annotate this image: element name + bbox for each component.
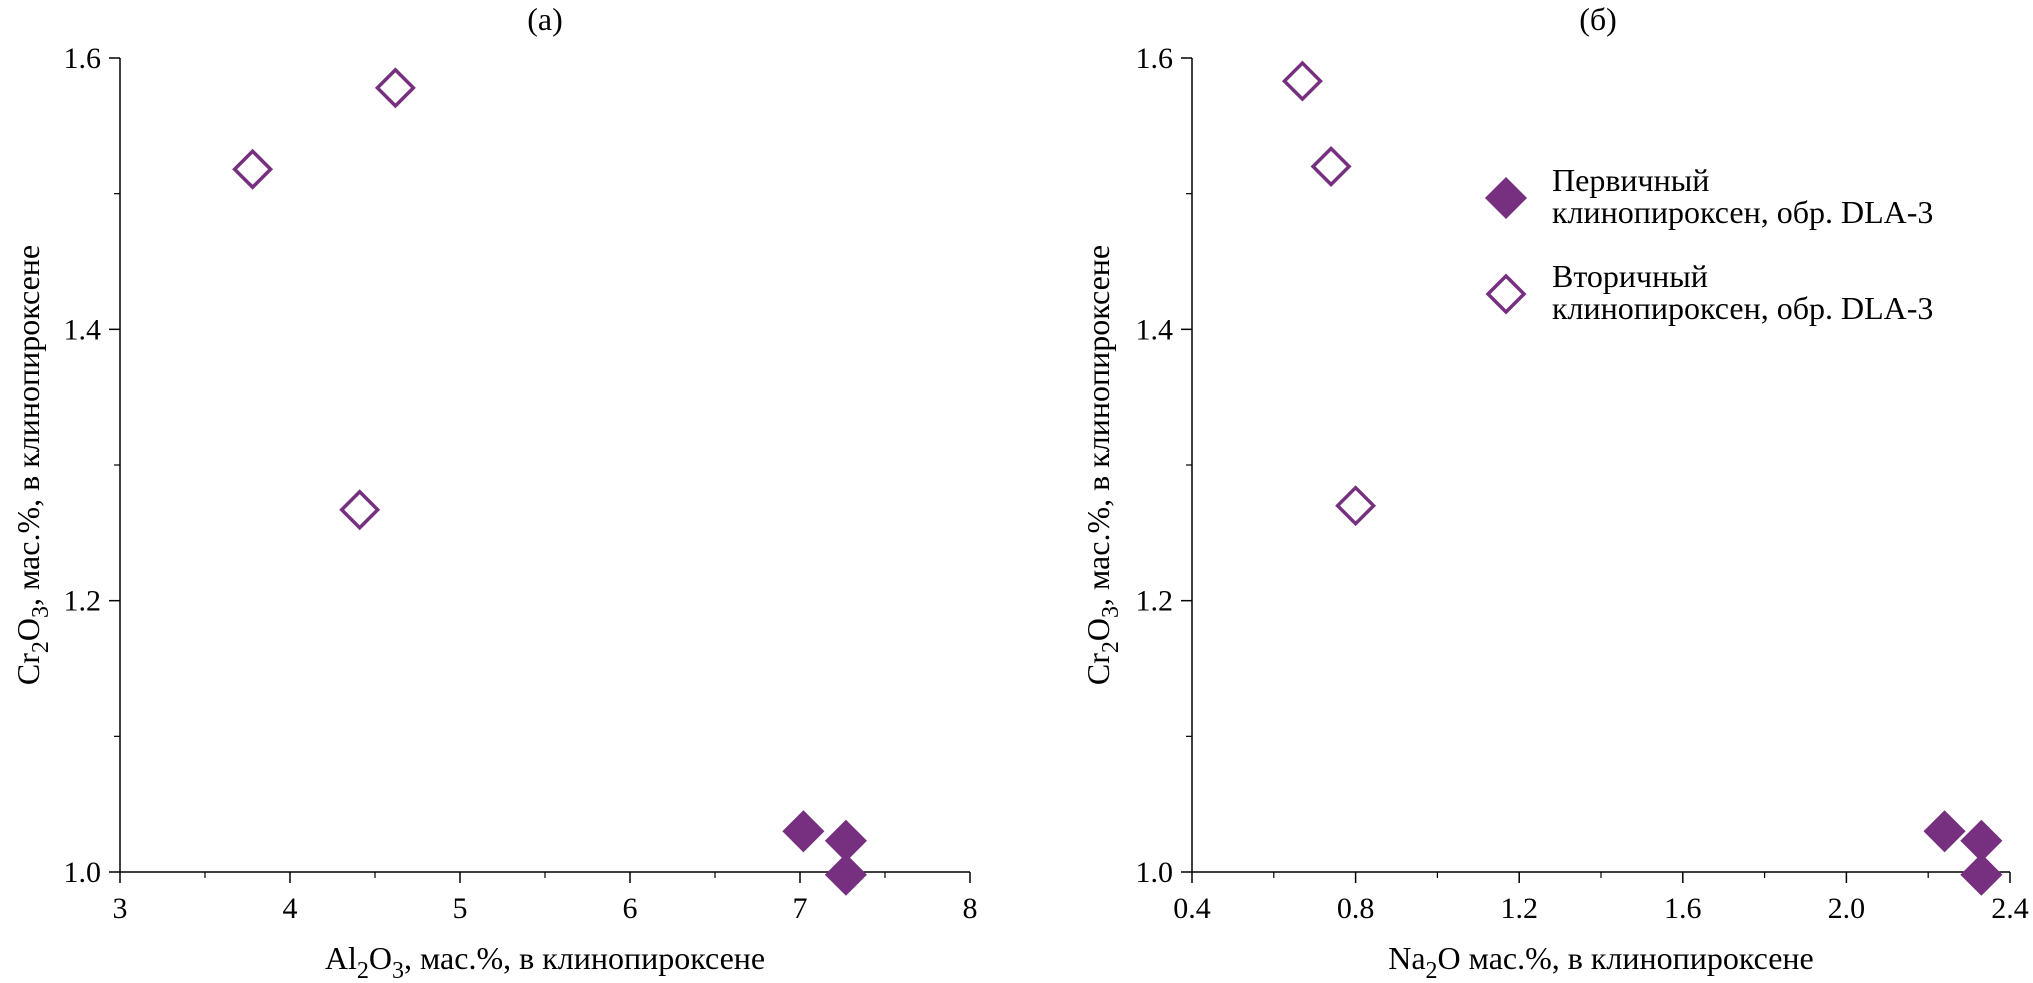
x-tick-label: 2.4 (1991, 892, 2029, 925)
panel-b-chart: 0.4 0.8 1.2 1.6 2.0 2.4 1.0 1.2 1.4 1.6 (б) Na2O ма… (1080, 1, 2029, 983)
y-tick-label: 1.2 (1136, 585, 1174, 618)
legend-label-line1: Первичный (1552, 162, 1709, 198)
y-axis-label: Cr2O3, мас.%, в клинопироксене (1080, 245, 1124, 685)
x-axis-label: Al2O3, мас.%, в клинопироксене (325, 940, 765, 983)
secondary-data-point (374, 67, 416, 109)
legend-label-line2: клинопироксен, обр. DLA-3 (1552, 290, 1933, 326)
x-tick-label: 3 (113, 892, 128, 925)
primary-data-point (1960, 853, 2003, 896)
panel-label: (а) (527, 1, 563, 37)
x-tick-label: 5 (453, 892, 468, 925)
x-tick-label: 7 (793, 892, 808, 925)
primary-data-point (824, 853, 867, 896)
secondary-data-point (1335, 485, 1377, 527)
y-tick-label: 1.0 (64, 856, 102, 889)
primary-data-point (782, 810, 825, 853)
y-tick-label: 1.0 (1136, 856, 1174, 889)
secondary-data-point (339, 489, 381, 531)
panel-a-chart: 3 4 5 6 7 8 1.0 1.2 1.4 1.6 (а) Al2O3, мас.%, в кли… (10, 1, 978, 983)
panel-label: (б) (1579, 1, 1617, 37)
primary-data-point (1923, 810, 1966, 853)
legend-filled-diamond-icon (1484, 176, 1528, 220)
x-tick-label: 2.0 (1828, 892, 1866, 925)
x-tick-label: 6 (623, 892, 638, 925)
secondary-data-point (1310, 146, 1352, 188)
y-tick-label: 1.6 (1136, 42, 1174, 75)
x-tick-label: 8 (963, 892, 978, 925)
x-tick-label: 0.8 (1337, 892, 1375, 925)
y-tick-label: 1.6 (64, 42, 102, 75)
secondary-data-point (232, 148, 274, 190)
y-tick-label: 1.4 (64, 313, 102, 346)
y-tick-label: 1.4 (1136, 313, 1174, 346)
x-tick-label: 4 (283, 892, 298, 925)
x-tick-label: 0.4 (1173, 892, 1211, 925)
x-tick-label: 1.2 (1500, 892, 1538, 925)
x-tick-label: 1.6 (1664, 892, 1702, 925)
secondary-data-point (1281, 60, 1323, 102)
x-axis-label: Na2O мас.%, в клинопироксене (1388, 940, 1814, 983)
legend-label-line2: клинопироксен, обр. DLA-3 (1552, 194, 1933, 230)
legend-open-diamond-icon (1485, 273, 1527, 315)
y-axis-label: Cr2O3, мас.%, в клинопироксене (10, 245, 54, 685)
y-tick-label: 1.2 (64, 585, 102, 618)
legend-label-line1: Вторичный (1552, 258, 1708, 294)
